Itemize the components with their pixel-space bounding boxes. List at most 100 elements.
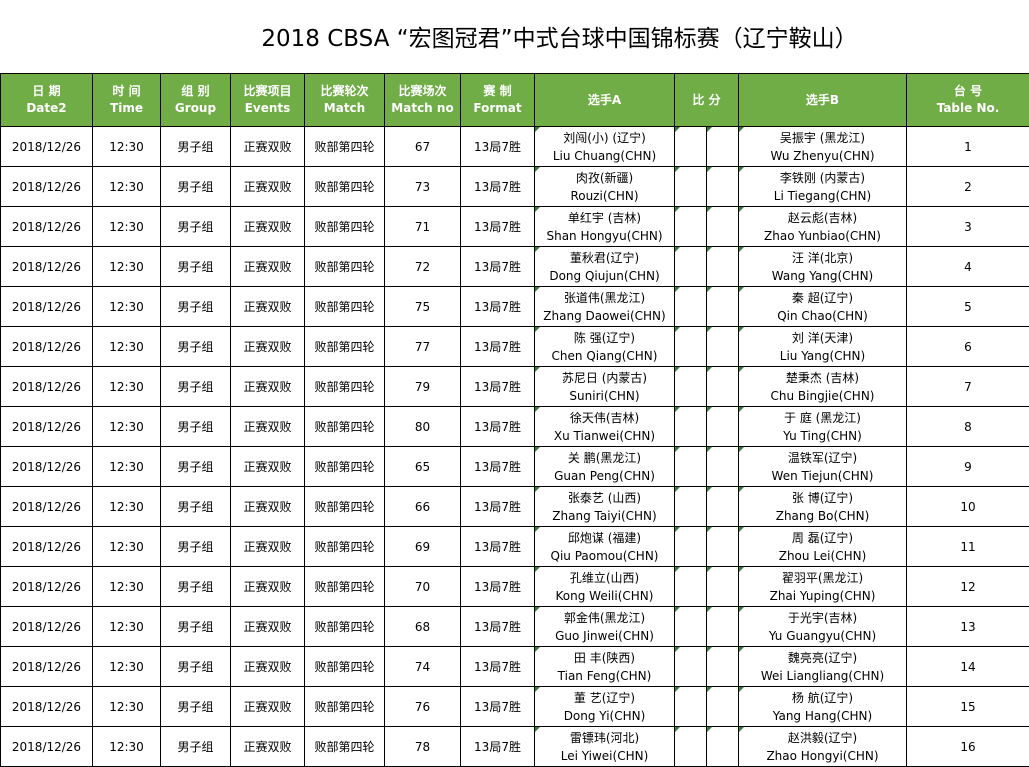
cell-group: 男子组 bbox=[160, 646, 231, 687]
cell-group: 男子组 bbox=[160, 166, 231, 207]
cell-format: 13局7胜 bbox=[460, 126, 535, 167]
cell-marker-icon bbox=[675, 647, 680, 652]
cell-marker-icon bbox=[707, 487, 712, 492]
player-b-name-en: Yang Hang(CHN) bbox=[772, 708, 873, 723]
cell-event: 正赛双败 bbox=[230, 166, 305, 207]
cell-table-no: 3 bbox=[906, 206, 1029, 247]
cell-format: 13局7胜 bbox=[460, 326, 535, 367]
player-a-name-cn: 孔维立(山西) bbox=[569, 570, 640, 585]
player-b-name-cn: 张 博(辽宁) bbox=[791, 490, 854, 505]
cell-group: 男子组 bbox=[160, 686, 231, 727]
cell-group: 男子组 bbox=[160, 406, 231, 447]
player-b-name-en: Yu Guangyu(CHN) bbox=[768, 628, 877, 643]
cell-marker-icon bbox=[707, 567, 712, 572]
score-b-cell bbox=[706, 406, 739, 447]
cell-marker-icon bbox=[675, 687, 680, 692]
cell-date: 2018/12/26 bbox=[0, 566, 93, 607]
player-a-name-cn: 董秋君(辽宁) bbox=[569, 250, 640, 265]
cell-match-no: 68 bbox=[384, 606, 461, 647]
cell-time: 12:30 bbox=[92, 286, 161, 327]
player-a-name-cn: 田 丰(陕西) bbox=[573, 650, 636, 665]
player-b-name-cn: 杨 航(辽宁) bbox=[791, 690, 854, 705]
cell-marker-icon bbox=[535, 207, 540, 212]
player-b-name-cn: 赵洪毅(辽宁) bbox=[787, 730, 858, 745]
cell-group: 男子组 bbox=[160, 446, 231, 487]
cell-format: 13局7胜 bbox=[460, 406, 535, 447]
page-title: 2018 CBSA “宏图冠君”中式台球中国锦标赛（辽宁鞍山） bbox=[261, 26, 858, 52]
cell-player-b: 翟羽平(黑龙江) Zhai Yuping(CHN) bbox=[738, 566, 907, 607]
cell-marker-icon bbox=[707, 127, 712, 132]
cell-player-b: 吴振宇 (黑龙江) Wu Zhenyu(CHN) bbox=[738, 126, 907, 167]
cell-date: 2018/12/26 bbox=[0, 406, 93, 447]
cell-match-no: 74 bbox=[384, 646, 461, 687]
score-b-cell bbox=[706, 206, 739, 247]
player-b-name-en: Zhang Bo(CHN) bbox=[775, 508, 870, 523]
cell-date: 2018/12/26 bbox=[0, 686, 93, 727]
cell-format: 13局7胜 bbox=[460, 286, 535, 327]
player-a-name-en: Zhang Daowei(CHN) bbox=[543, 308, 666, 323]
player-b-name-cn: 于 庭 (黑龙江) bbox=[784, 410, 861, 425]
cell-table-no: 11 bbox=[906, 526, 1029, 567]
player-a-name-cn: 关 鹏(黑龙江) bbox=[567, 450, 642, 465]
cell-event: 正赛双败 bbox=[230, 126, 305, 167]
cell-group: 男子组 bbox=[160, 486, 231, 527]
player-a-name-en: Dong Qiujun(CHN) bbox=[549, 268, 660, 283]
player-b-name-en: Zhao Hongyi(CHN) bbox=[766, 748, 879, 763]
score-a-cell bbox=[674, 526, 707, 567]
cell-time: 12:30 bbox=[92, 206, 161, 247]
cell-player-a: 陈 强(辽宁) Chen Qiang(CHN) bbox=[534, 326, 675, 367]
cell-player-b: 杨 航(辽宁) Yang Hang(CHN) bbox=[738, 686, 907, 727]
cell-marker-icon bbox=[739, 647, 744, 652]
score-a-cell bbox=[674, 166, 707, 207]
cell-player-a: 单红宇 (吉林) Shan Hongyu(CHN) bbox=[534, 206, 675, 247]
cell-date: 2018/12/26 bbox=[0, 526, 93, 567]
cell-player-b: 于光宇(吉林) Yu Guangyu(CHN) bbox=[738, 606, 907, 647]
cell-player-b: 李铁刚 (内蒙古) Li Tiegang(CHN) bbox=[738, 166, 907, 207]
cell-player-b: 楚秉杰 (吉林) Chu Bingjie(CHN) bbox=[738, 366, 907, 407]
table-row: 2018/12/26 12:30 男子组 正赛双败 败部第四轮 69 13局7胜 邱炮谋 (福… bbox=[0, 526, 1029, 567]
cell-marker-icon bbox=[535, 327, 540, 332]
cell-marker-icon bbox=[675, 487, 680, 492]
cell-marker-icon bbox=[675, 207, 680, 212]
cell-marker-icon bbox=[675, 327, 680, 332]
cell-date: 2018/12/26 bbox=[0, 486, 93, 527]
cell-match-no: 80 bbox=[384, 406, 461, 447]
player-a-name-en: Chen Qiang(CHN) bbox=[551, 348, 658, 363]
player-a-name-en: Shan Hongyu(CHN) bbox=[546, 228, 663, 243]
cell-date: 2018/12/26 bbox=[0, 166, 93, 207]
cell-marker-icon bbox=[739, 607, 744, 612]
cell-marker-icon bbox=[739, 167, 744, 172]
cell-marker-icon bbox=[535, 567, 540, 572]
player-b-name-en: Wu Zhenyu(CHN) bbox=[770, 148, 875, 163]
cell-event: 正赛双败 bbox=[230, 646, 305, 687]
schedule-table: 日 期 Date2 时 间 Time 组 别 Group 比赛项目 Events 比赛轮… bbox=[0, 73, 1029, 767]
score-a-cell bbox=[674, 446, 707, 487]
cell-marker-icon bbox=[739, 567, 744, 572]
player-a-name-cn: 董 艺(辽宁) bbox=[573, 690, 636, 705]
cell-format: 13局7胜 bbox=[460, 486, 535, 527]
cell-marker-icon bbox=[675, 567, 680, 572]
cell-marker-icon bbox=[535, 407, 540, 412]
score-a-cell bbox=[674, 406, 707, 447]
cell-match: 败部第四轮 bbox=[304, 446, 385, 487]
score-a-cell bbox=[674, 326, 707, 367]
player-b-name-en: Zhou Lei(CHN) bbox=[778, 548, 867, 563]
cell-match: 败部第四轮 bbox=[304, 166, 385, 207]
player-a-name-cn: 苏尼日 (内蒙古) bbox=[561, 370, 648, 385]
cell-marker-icon bbox=[535, 607, 540, 612]
cell-marker-icon bbox=[739, 287, 744, 292]
cell-marker-icon bbox=[707, 367, 712, 372]
cell-table-no: 16 bbox=[906, 726, 1029, 767]
cell-marker-icon bbox=[535, 487, 540, 492]
player-a-name-en: Suniri(CHN) bbox=[569, 388, 640, 403]
score-b-cell bbox=[706, 566, 739, 607]
cell-group: 男子组 bbox=[160, 606, 231, 647]
cell-player-a: 苏尼日 (内蒙古) Suniri(CHN) bbox=[534, 366, 675, 407]
player-a-name-en: Qiu Paomou(CHN) bbox=[550, 548, 659, 563]
cell-group: 男子组 bbox=[160, 206, 231, 247]
table-row: 2018/12/26 12:30 男子组 正赛双败 败部第四轮 79 13局7胜 苏尼日 (内… bbox=[0, 366, 1029, 407]
cell-match-no: 72 bbox=[384, 246, 461, 287]
table-row: 2018/12/26 12:30 男子组 正赛双败 败部第四轮 68 13局7胜 郭金伟(黑龙… bbox=[0, 606, 1029, 647]
table-row: 2018/12/26 12:30 男子组 正赛双败 败部第四轮 78 13局7胜 雷镖玮(河北… bbox=[0, 726, 1029, 767]
cell-marker-icon bbox=[739, 727, 744, 732]
